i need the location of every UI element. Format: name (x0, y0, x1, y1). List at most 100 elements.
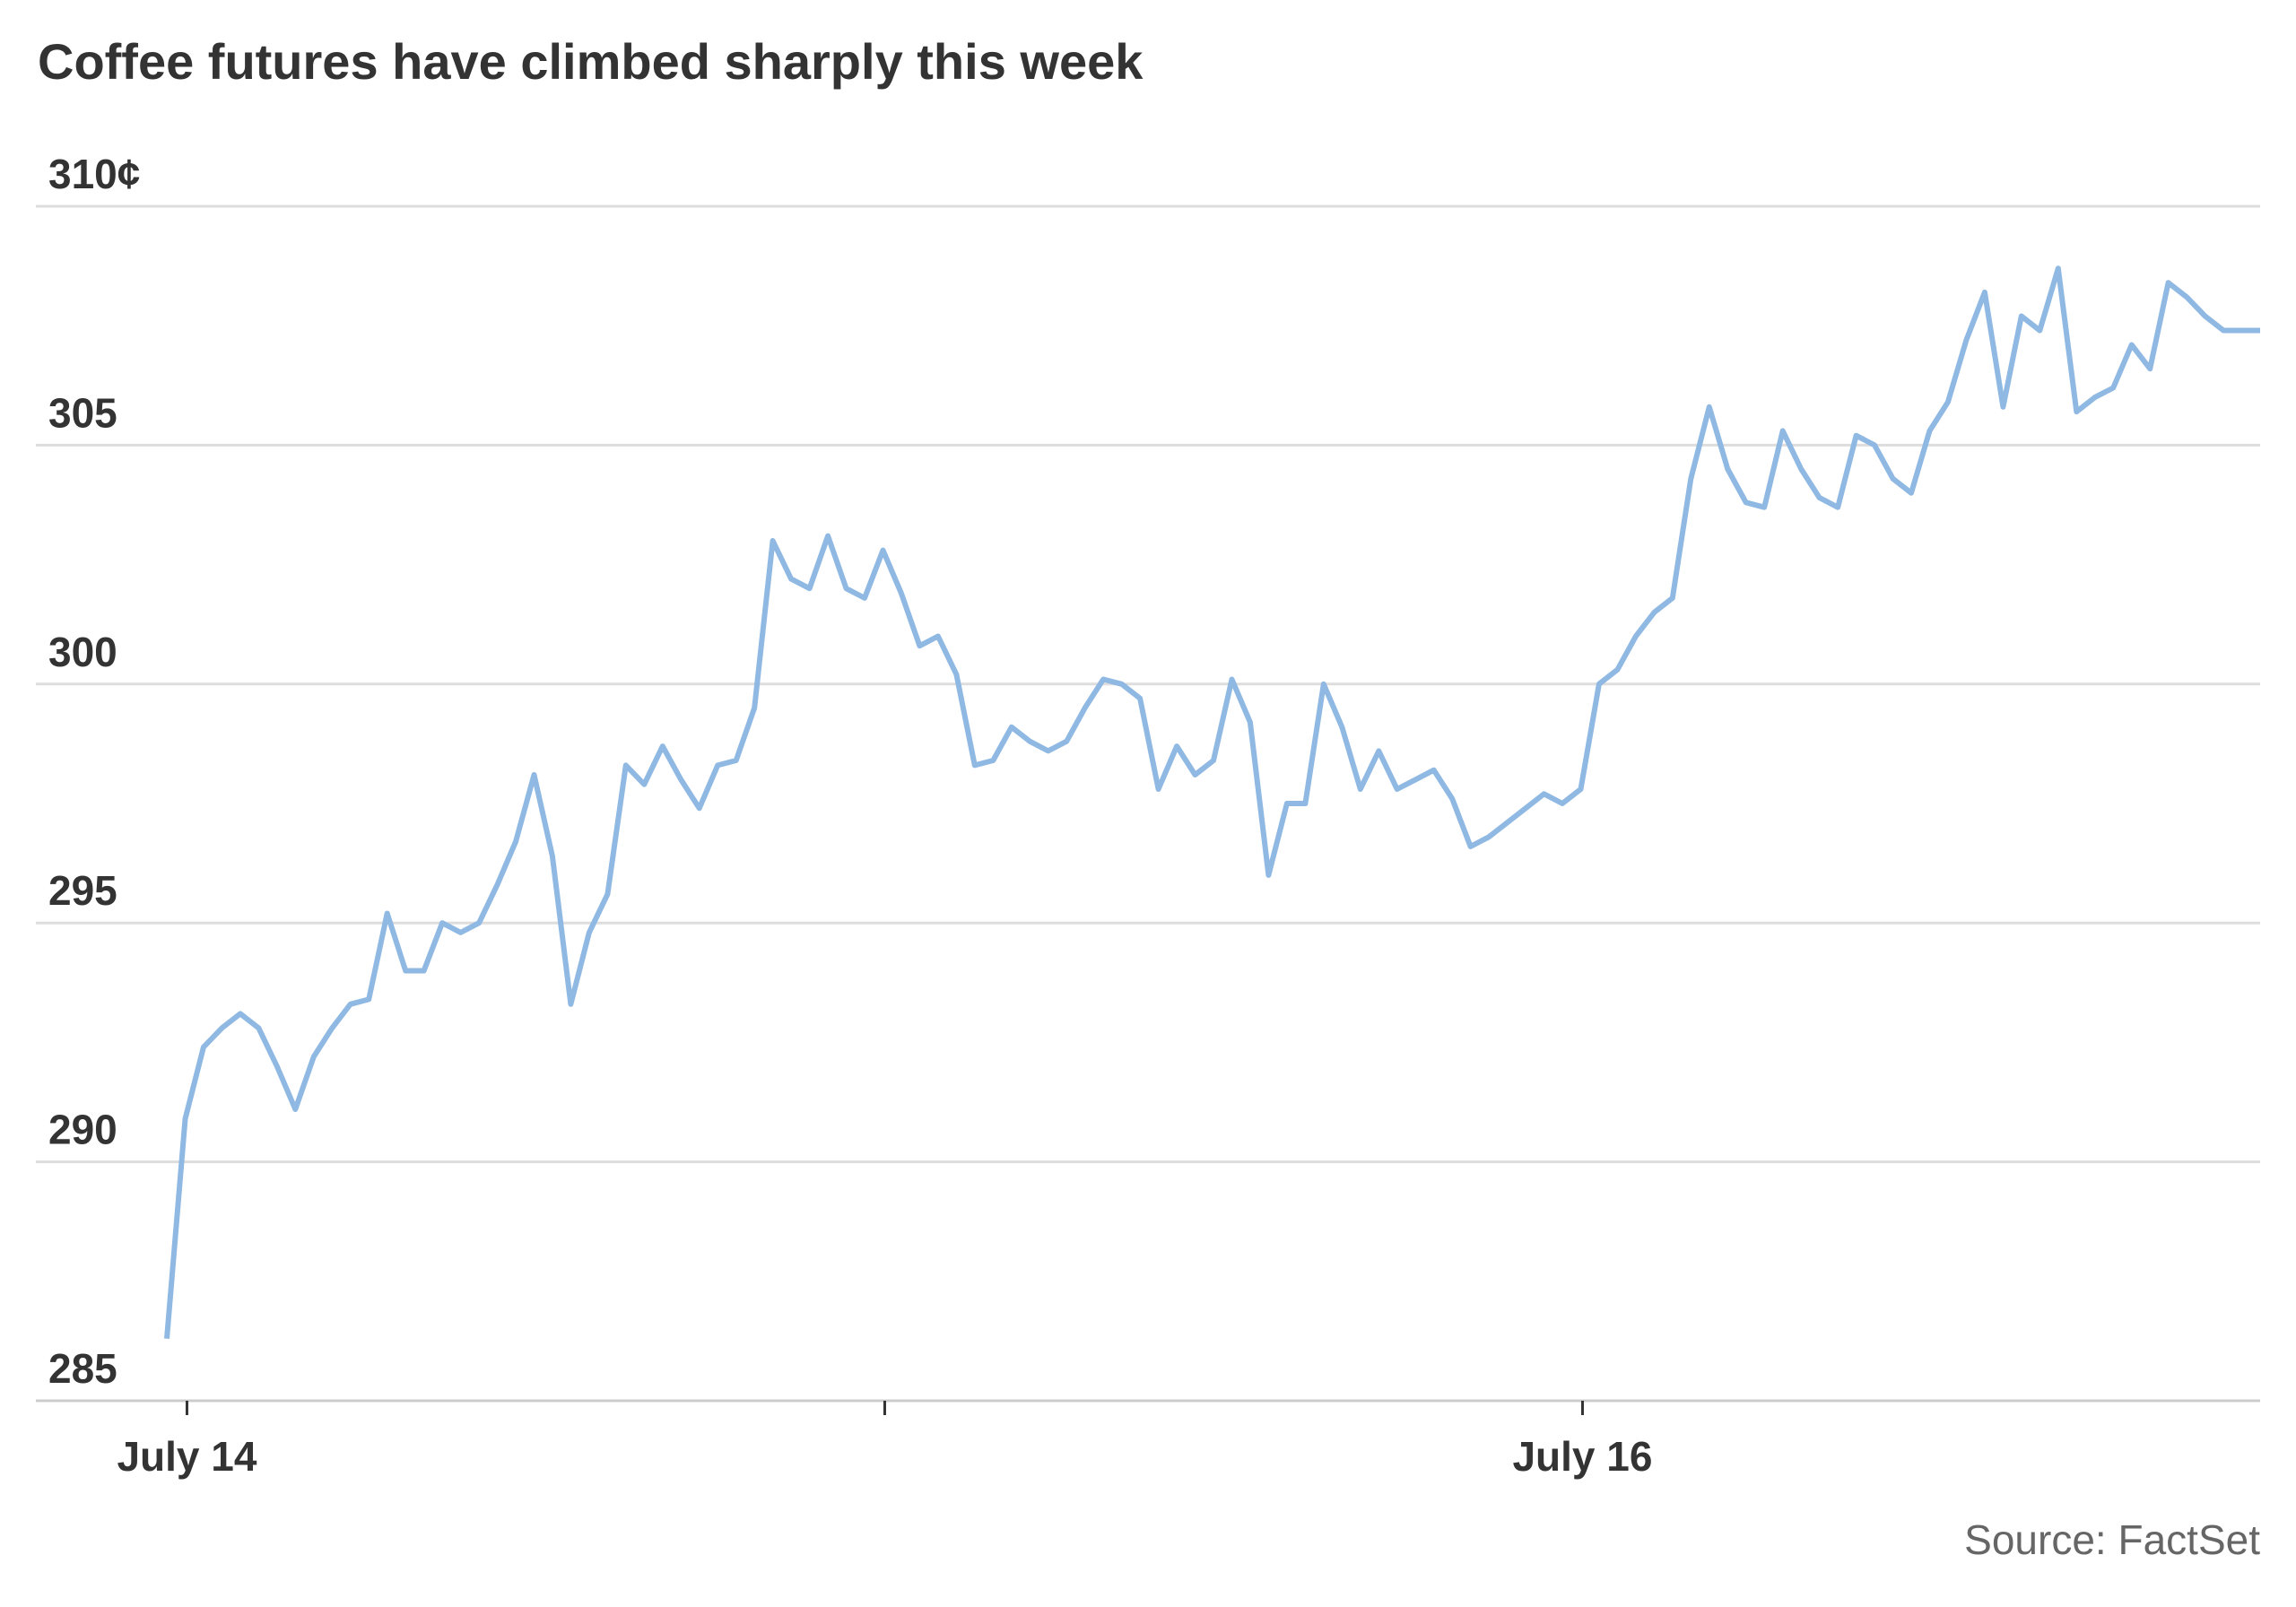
data-point (1780, 428, 1786, 433)
data-point (1945, 399, 1951, 404)
data-point (2092, 395, 2098, 400)
data-point (1578, 786, 1584, 792)
data-point (862, 595, 867, 601)
data-point (604, 891, 610, 897)
data-point (329, 1025, 335, 1030)
chart-title: Coffee futures have climbed sharply this… (38, 33, 1144, 90)
series-layer (164, 265, 2260, 1342)
data-point (807, 586, 813, 591)
data-point (274, 1064, 280, 1069)
data-point (2184, 294, 2189, 300)
data-point (587, 930, 592, 935)
data-point (568, 1002, 573, 1007)
data-point (476, 920, 482, 925)
data-point (1449, 796, 1455, 802)
data-point (660, 743, 665, 749)
data-point (238, 1011, 243, 1016)
data-point (2239, 328, 2245, 334)
data-point (715, 762, 720, 768)
data-point (1413, 777, 1418, 782)
data-point (641, 782, 647, 787)
data-point (1119, 682, 1125, 687)
data-point (1505, 820, 1510, 825)
data-point (1248, 719, 1253, 725)
data-point (734, 758, 739, 763)
data-point (2166, 280, 2171, 285)
data-point (2221, 328, 2226, 334)
data-point (1725, 466, 1730, 472)
data-point (844, 586, 849, 591)
data-point (2000, 404, 2005, 410)
data-point (164, 1336, 170, 1342)
data-point (1982, 290, 1987, 295)
data-point (1872, 442, 1877, 447)
data-point (1651, 610, 1657, 615)
data-point (1854, 433, 1859, 439)
data-point (1817, 495, 1822, 500)
data-point (201, 1045, 206, 1050)
data-point (788, 577, 794, 582)
data-point (1009, 725, 1014, 730)
data-point (752, 705, 757, 710)
data-point (2110, 386, 2116, 391)
data-point (881, 548, 886, 553)
data-point (1761, 505, 1767, 510)
data-point (1560, 801, 1565, 806)
data-point (899, 591, 904, 596)
data-point (1321, 682, 1326, 687)
data-point (1174, 743, 1179, 749)
source-note: Source: FactSet (1964, 1516, 2260, 1563)
data-point (348, 1002, 353, 1007)
data-point (1100, 677, 1106, 682)
data-point (1376, 748, 1381, 753)
data-point (917, 643, 922, 648)
data-point (1302, 801, 1308, 806)
data-point (972, 762, 978, 768)
data-point (2037, 328, 2042, 334)
x-tick-label: July 16 (1512, 1433, 1652, 1480)
data-point (532, 772, 537, 777)
data-point (825, 534, 831, 539)
data-point (2074, 409, 2079, 414)
data-point (1431, 768, 1437, 773)
y-tick-label: 305 (48, 389, 117, 436)
data-point (1083, 705, 1088, 710)
y-tick-label: 290 (48, 1107, 117, 1153)
data-point (385, 911, 390, 916)
data-point (2129, 343, 2135, 348)
data-point (2019, 314, 2024, 319)
data-point (256, 1025, 261, 1030)
data-point (1523, 805, 1528, 811)
gridlines (36, 204, 2260, 1164)
data-point (770, 538, 776, 543)
x-tick-label: July 14 (117, 1433, 257, 1480)
data-point (458, 930, 464, 935)
data-point (1596, 682, 1602, 687)
data-point (422, 969, 427, 974)
data-point (953, 672, 959, 677)
data-point (1027, 739, 1032, 744)
data-point (550, 854, 555, 859)
data-point (990, 758, 996, 763)
data-point (495, 882, 500, 888)
y-tick-label: 300 (48, 629, 117, 675)
data-point (1707, 404, 1712, 410)
data-point (2056, 265, 2061, 271)
data-point (1963, 337, 1969, 343)
data-point (1688, 476, 1693, 482)
y-tick-label: 310¢ (48, 151, 140, 197)
data-point (1395, 786, 1400, 792)
data-point (1230, 677, 1235, 682)
data-point (1891, 476, 1896, 482)
y-tick-label: 295 (48, 867, 117, 914)
data-point (2203, 314, 2208, 319)
data-point (366, 996, 371, 1002)
data-point (1614, 667, 1620, 673)
data-point (1486, 834, 1492, 839)
data-point (623, 762, 629, 768)
data-point (1339, 725, 1344, 730)
y-axis-labels: 310¢ 305 300 295 290 285 (48, 151, 140, 1392)
data-point (403, 969, 408, 974)
data-point (439, 920, 445, 925)
